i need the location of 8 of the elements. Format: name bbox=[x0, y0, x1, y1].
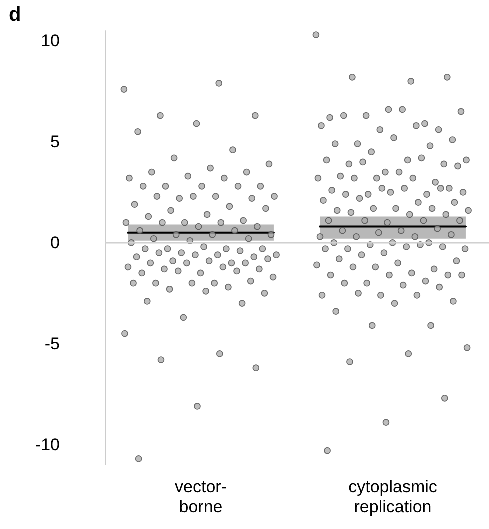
chart-title: d bbox=[9, 4, 22, 26]
y-tick-label: 0 bbox=[50, 233, 60, 252]
y-tick-label: 5 bbox=[50, 132, 60, 152]
y-tick-label: -5 bbox=[44, 334, 60, 354]
y-tick-label: 10 bbox=[41, 32, 60, 51]
x-tick-label: vector- borne bbox=[175, 478, 227, 516]
x-tick-label: cytoplasmic replication bbox=[348, 478, 438, 516]
y-tick-label: -10 bbox=[35, 435, 60, 454]
